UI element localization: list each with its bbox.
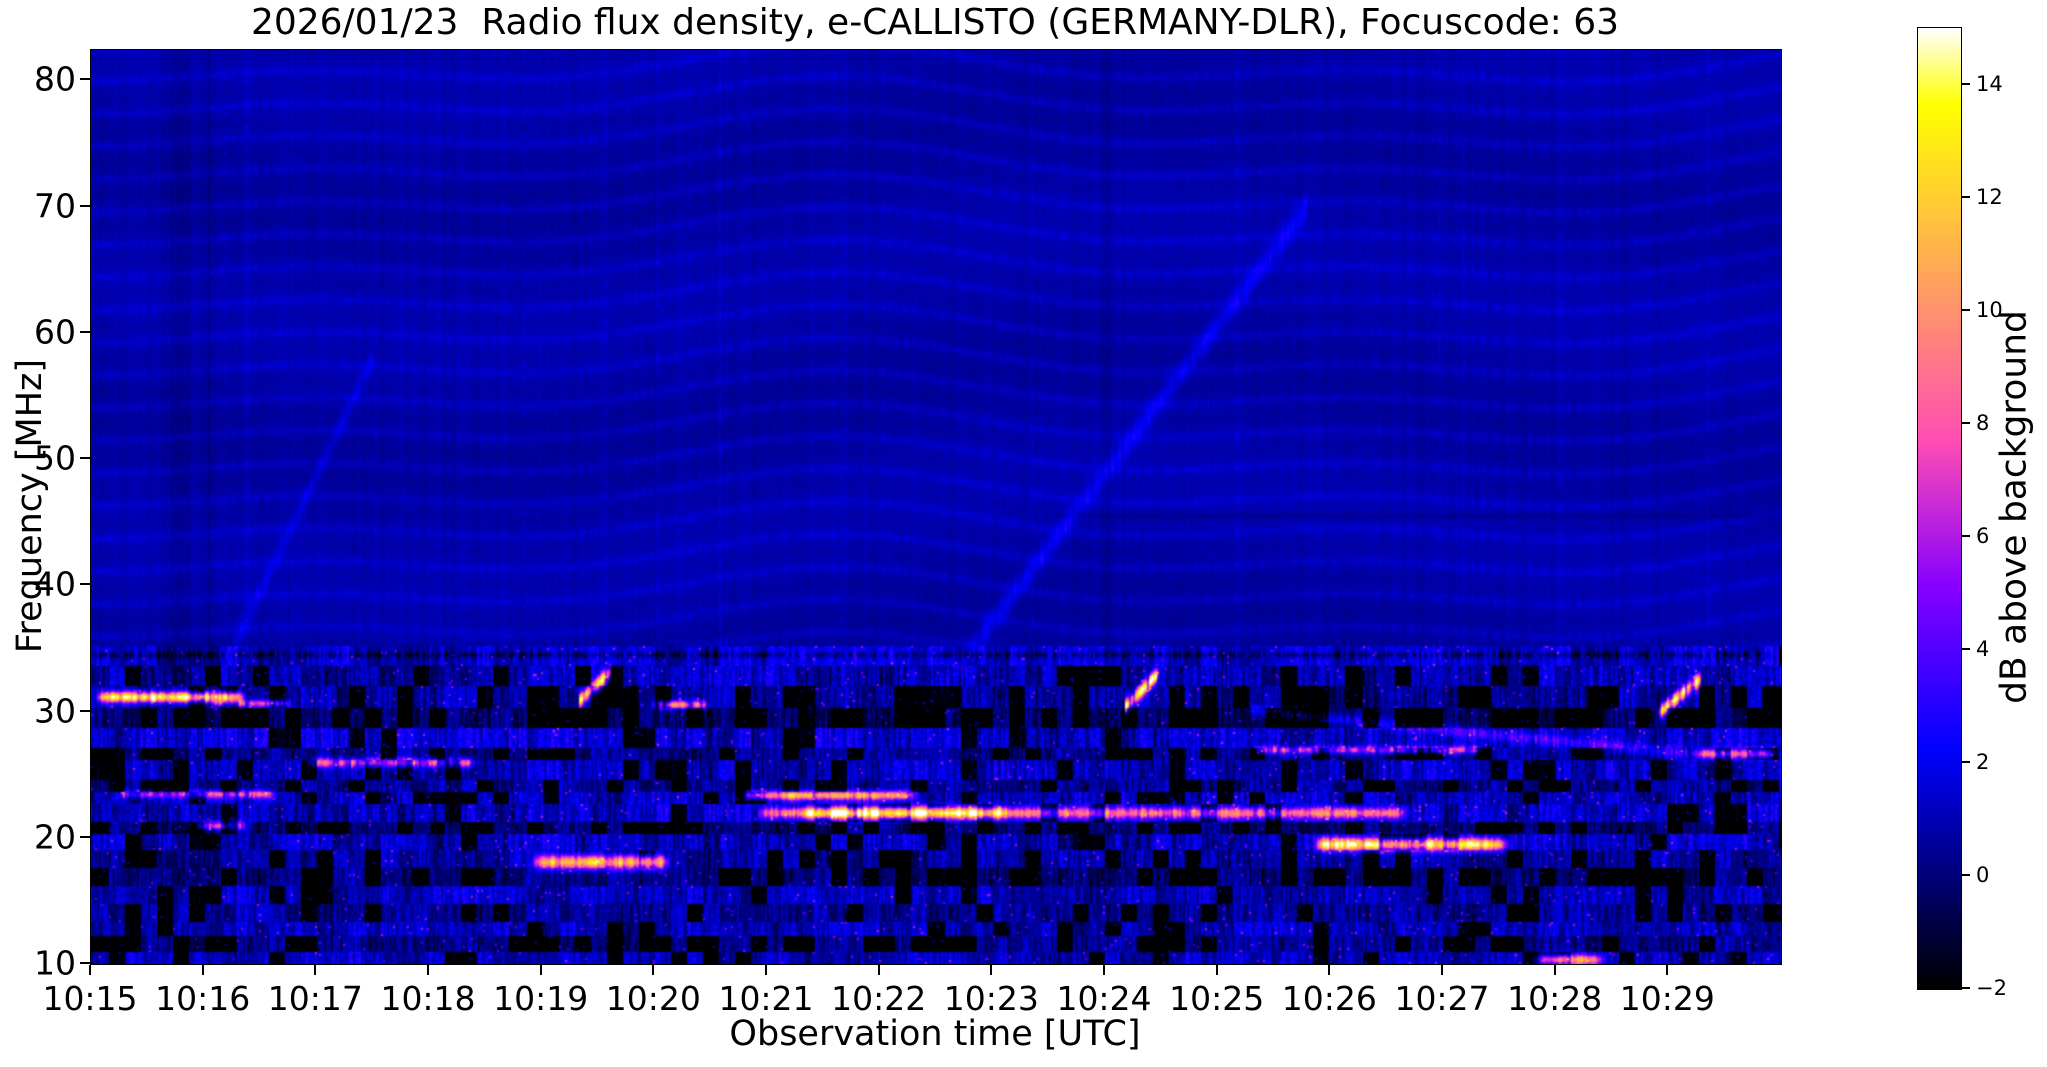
x-tick-label: 10:27 [1394,979,1490,1018]
x-tick-mark [314,965,317,975]
y-tick-label: 70 [34,186,76,226]
colorbar-tick-mark [1962,987,1970,989]
y-tick-mark [80,330,90,333]
x-tick-label: 10:29 [1619,979,1715,1018]
x-tick-label: 10:19 [493,979,589,1018]
colorbar-tick-label: 0 [1976,862,1990,887]
x-tick-mark [652,965,655,975]
x-tick-label: 10:24 [1056,979,1152,1018]
x-tick-mark [1441,965,1443,975]
colorbar-tick-label: 8 [1976,410,1990,435]
x-tick-mark [539,965,542,975]
x-tick-label: 10:15 [42,979,138,1018]
y-tick-mark [80,962,90,964]
colorbar [1917,27,1962,990]
x-tick-mark [990,965,993,975]
x-tick-mark [1666,965,1669,975]
x-tick-mark [89,965,91,975]
y-tick-label: 60 [34,312,76,352]
y-tick-mark [80,457,90,460]
y-tick-mark [80,709,90,712]
y-tick-mark [80,835,90,838]
x-tick-label: 10:16 [155,979,251,1018]
colorbar-tick-label: 6 [1976,523,1990,548]
colorbar-tick-mark [1962,82,1970,85]
colorbar-tick-mark [1962,195,1970,198]
x-tick-mark [201,965,204,975]
colorbar-tick-mark [1962,873,1970,876]
x-tick-mark [1553,965,1556,975]
x-tick-mark [1328,965,1331,975]
chart-title: 2026/01/23 Radio flux density, e-CALLIST… [250,2,1620,43]
x-tick-mark [877,965,880,975]
colorbar-gradient [1918,28,1961,989]
colorbar-tick-mark [1962,421,1970,424]
x-tick-label: 10:26 [1281,979,1377,1018]
x-tick-mark [427,965,429,975]
x-tick-label: 10:21 [718,979,814,1018]
y-tick-label: 40 [34,564,76,604]
colorbar-tick-label: −2 [1976,976,2007,1000]
colorbar-tick-mark [1962,647,1970,650]
spectrogram-canvas [91,50,1781,964]
colorbar-tick-mark [1962,534,1970,537]
y-tick-label: 50 [34,438,76,478]
colorbar-tick-label: 14 [1976,71,2003,96]
x-tick-label: 10:20 [605,979,701,1018]
y-tick-mark [80,78,90,81]
x-tick-label: 10:18 [380,979,476,1018]
x-tick-label: 10:23 [943,979,1039,1018]
y-tick-mark [80,583,90,586]
x-tick-label: 10:17 [267,979,363,1018]
colorbar-tick-mark [1962,760,1970,763]
y-tick-label: 20 [34,817,76,857]
y-tick-label: 80 [34,59,76,99]
x-tick-label: 10:28 [1507,979,1603,1018]
colorbar-tick-label: 12 [1976,184,2003,209]
y-tick-label: 10 [34,943,76,983]
x-axis-label: Observation time [UTC] [729,1014,1141,1054]
y-tick-mark [80,204,90,207]
x-tick-mark [1103,965,1105,975]
x-tick-mark [765,965,767,975]
x-tick-label: 10:22 [831,979,927,1018]
x-tick-mark [1215,965,1218,975]
colorbar-tick-label: 2 [1976,749,1990,774]
y-tick-label: 30 [34,691,76,730]
plot-area [90,49,1782,965]
colorbar-tick-label: 10 [1976,297,2003,322]
colorbar-tick-label: 4 [1976,636,1990,661]
colorbar-tick-mark [1962,308,1970,311]
x-tick-label: 10:25 [1169,979,1265,1018]
